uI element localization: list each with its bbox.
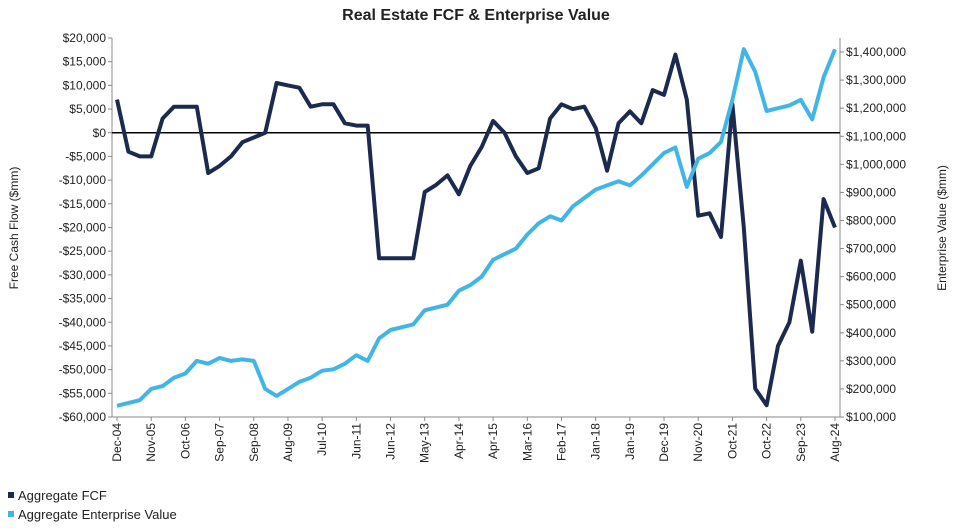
- y-tick-label: -$10,000: [59, 173, 107, 187]
- y2-tick-label: $100,000: [846, 410, 896, 424]
- x-tick-label: Sep-08: [247, 423, 261, 462]
- x-tick-label: Mar-16: [520, 423, 534, 461]
- x-tick-label: Aug-24: [828, 423, 842, 462]
- y2-tick-label: $1,000,000: [846, 157, 906, 171]
- y-tick-label: -$45,000: [59, 339, 107, 353]
- x-tick-label: Nov-20: [691, 423, 705, 462]
- y-tick-label: $10,000: [63, 78, 107, 92]
- y2-tick-label: $300,000: [846, 354, 896, 368]
- x-tick-label: Jun-12: [384, 423, 398, 460]
- x-tick-label: Oct-06: [178, 423, 192, 459]
- y-tick-label: $15,000: [63, 55, 107, 69]
- y-tick-label: -$60,000: [59, 410, 107, 424]
- y2-tick-label: $200,000: [846, 382, 896, 396]
- legend-label: Aggregate FCF: [18, 488, 107, 503]
- y2-tick-label: $1,300,000: [846, 73, 906, 87]
- y-axis-title: Free Cash Flow ($mm): [7, 167, 21, 290]
- y-tick-label: $0: [93, 126, 107, 140]
- y-tick-label: -$25,000: [59, 244, 107, 258]
- y2-tick-label: $800,000: [846, 213, 896, 227]
- x-tick-label: Oct-21: [725, 423, 739, 459]
- y2-tick-label: $700,000: [846, 242, 896, 256]
- y-tick-label: -$55,000: [59, 386, 107, 400]
- y-tick-label: -$5,000: [65, 149, 106, 163]
- y2-tick-label: $1,100,000: [846, 129, 906, 143]
- y-tick-label: -$30,000: [59, 268, 107, 282]
- y2-tick-label: $600,000: [846, 270, 896, 284]
- legend-swatch: [8, 511, 14, 517]
- y2-tick-label: $900,000: [846, 185, 896, 199]
- x-tick-label: Dec-19: [657, 423, 671, 462]
- y-tick-label: $20,000: [63, 31, 107, 45]
- y-tick-label: $5,000: [69, 102, 106, 116]
- y-tick-label: -$40,000: [59, 315, 107, 329]
- x-tick-label: Jun-11: [349, 423, 363, 459]
- x-tick-label: Apr-15: [486, 423, 500, 459]
- x-tick-label: Sep-23: [794, 423, 808, 462]
- x-tick-label: Jan-18: [589, 423, 603, 460]
- x-tick-label: Jan-19: [623, 423, 637, 460]
- legend-label: Aggregate Enterprise Value: [18, 507, 177, 522]
- x-tick-label: Feb-17: [554, 423, 568, 461]
- y2-tick-label: $1,200,000: [846, 101, 906, 115]
- y2-tick-label: $400,000: [846, 326, 896, 340]
- x-tick-label: Dec-04: [110, 423, 124, 462]
- series-line: [115, 52, 837, 408]
- y-tick-label: -$15,000: [59, 197, 107, 211]
- x-tick-label: Sep-07: [213, 423, 227, 462]
- x-tick-label: Jul-10: [315, 423, 329, 456]
- y-tick-label: -$50,000: [59, 363, 107, 377]
- x-tick-label: May-13: [418, 423, 432, 463]
- x-tick-label: Aug-09: [281, 423, 295, 462]
- x-tick-label: Apr-14: [452, 423, 466, 459]
- y2-axis-title: Enterprise Value ($mm): [935, 165, 949, 291]
- y-tick-label: -$20,000: [59, 221, 107, 235]
- legend-swatch: [8, 492, 14, 498]
- chart-title: Real Estate FCF & Enterprise Value: [342, 7, 610, 24]
- x-tick-label: Nov-05: [144, 423, 158, 462]
- y-tick-label: -$35,000: [59, 292, 107, 306]
- series-line: [116, 47, 837, 408]
- x-tick-label: Oct-22: [760, 423, 774, 459]
- y2-tick-label: $500,000: [846, 298, 896, 312]
- y2-tick-label: $1,400,000: [846, 45, 906, 59]
